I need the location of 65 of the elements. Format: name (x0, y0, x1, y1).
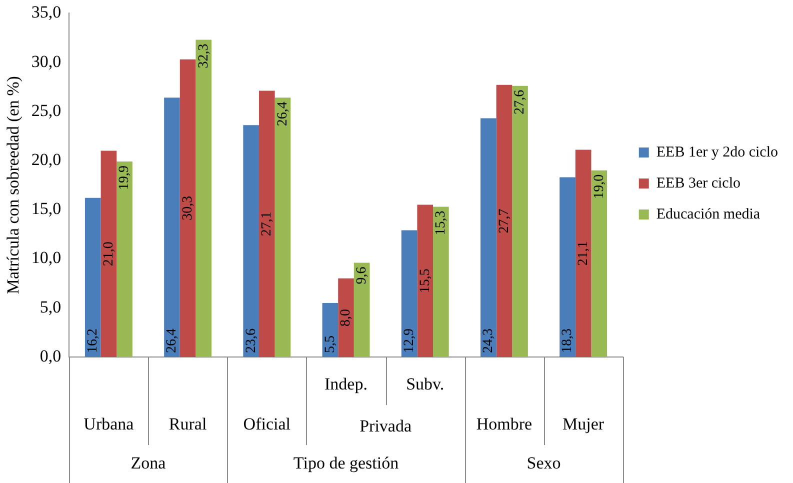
x-tick-label: Mujer (562, 414, 604, 434)
data-label: 5,5 (322, 336, 338, 353)
x-tick-label: Subv. (406, 374, 444, 394)
data-label: 27,7 (496, 208, 512, 234)
y-tick-label: 10,0 (31, 248, 62, 268)
data-label: 19,0 (592, 174, 607, 199)
bar (417, 204, 434, 357)
text: Sexo (526, 453, 561, 472)
x-tick-label: Hombre (476, 414, 532, 434)
x-tick-label: Urbana (84, 414, 134, 434)
bar (591, 170, 608, 357)
bar (258, 90, 275, 357)
bar (274, 98, 291, 357)
bar (180, 59, 196, 357)
bar (100, 150, 117, 357)
data-label: 21,1 (576, 241, 591, 266)
bar (401, 230, 418, 357)
data-label: 30,3 (180, 196, 196, 220)
y-tick-label: 0,0 (40, 346, 62, 366)
bar (243, 125, 259, 357)
data-label: 21,0 (101, 242, 116, 266)
data-label: 24,3 (481, 328, 496, 353)
data-label: 16,2 (86, 328, 101, 353)
y-tick-label: 20,0 (31, 150, 62, 170)
y-tick-label: 25,0 (31, 100, 62, 120)
data-label: 26,4 (275, 102, 290, 126)
data-label: 12,9 (402, 328, 417, 353)
bar (322, 302, 338, 357)
data-label: 32,3 (196, 44, 212, 68)
bar (480, 118, 496, 357)
bar (496, 84, 512, 357)
x-tick-label: Indep. (324, 374, 368, 394)
bar (116, 162, 132, 357)
data-label: 27,1 (260, 212, 275, 236)
data-label: 15,5 (418, 268, 433, 294)
x-tick-label: Rural (168, 414, 207, 434)
legend-label: EEB 3er ciclo (656, 175, 741, 192)
bar (560, 177, 576, 357)
bar (338, 278, 354, 357)
data-label: 18,3 (560, 328, 576, 353)
bar (164, 98, 180, 357)
data-label: 8,0 (338, 308, 354, 326)
y-tick-label: 35,0 (31, 2, 62, 22)
x-tick-label: Oficial (243, 414, 291, 434)
bar (433, 206, 449, 357)
y-tick-label: 5,0 (40, 297, 62, 316)
y-tick-label: 30,0 (31, 52, 62, 71)
data-label: 19,9 (117, 166, 132, 190)
text: Privada (360, 416, 412, 436)
text: Tipo de gestión (293, 453, 400, 472)
bar (354, 262, 370, 357)
legend-label: EEB 1er y 2do ciclo (656, 144, 778, 160)
y-axis-title: Matrícula con sobreedad (en %) (4, 76, 23, 294)
data-label: 15,3 (434, 210, 449, 236)
data-label: 23,6 (244, 328, 259, 353)
bar (575, 150, 592, 357)
data-label: 9,6 (354, 266, 370, 284)
bar (196, 40, 212, 357)
data-label: 27,6 (512, 90, 528, 114)
text: Zona (130, 453, 166, 472)
bar (512, 86, 528, 357)
data-label: 26,4 (164, 328, 180, 353)
y-tick-label: 15,0 (31, 199, 62, 218)
bar (84, 198, 101, 357)
legend-label: Educación media (656, 206, 760, 222)
